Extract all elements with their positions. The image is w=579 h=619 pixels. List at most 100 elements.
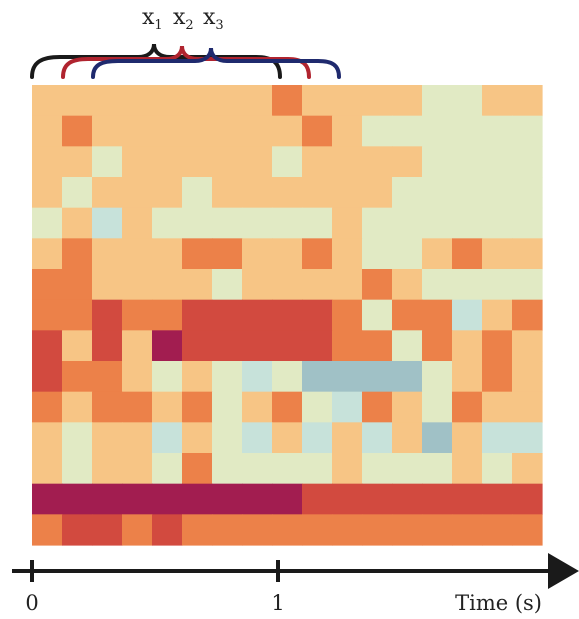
heatmap-cell bbox=[152, 483, 183, 515]
heatmap-cell bbox=[482, 299, 513, 331]
label-x2: x2 bbox=[173, 5, 194, 33]
heatmap-cell bbox=[512, 238, 543, 270]
heatmap-cell bbox=[182, 330, 213, 362]
heatmap-cell bbox=[392, 330, 423, 362]
heatmap-cell bbox=[392, 269, 423, 301]
heatmap-cell bbox=[182, 299, 213, 331]
heatmap-cell bbox=[152, 422, 183, 454]
heatmap-cell bbox=[422, 483, 453, 515]
heatmap-cell bbox=[62, 422, 93, 454]
heatmap-cell bbox=[392, 146, 423, 178]
heatmap-cell bbox=[62, 514, 93, 546]
heatmap-cell bbox=[182, 422, 213, 454]
heatmap-cell bbox=[242, 238, 273, 270]
heatmap-cell bbox=[122, 207, 153, 239]
heatmap-cell bbox=[392, 391, 423, 423]
heatmap-cell bbox=[452, 146, 483, 178]
heatmap-cell bbox=[152, 453, 183, 485]
heatmap-cell bbox=[392, 177, 423, 209]
heatmap-cell bbox=[452, 299, 483, 331]
label-x1: x1 bbox=[142, 5, 163, 33]
heatmap-cell bbox=[32, 269, 63, 301]
heatmap-cell bbox=[272, 146, 303, 178]
heatmap-cell bbox=[512, 361, 543, 393]
heatmap-cell bbox=[512, 514, 543, 546]
heatmap-cell bbox=[122, 238, 153, 270]
heatmap-cell bbox=[482, 483, 513, 515]
heatmap-cell bbox=[332, 115, 363, 147]
heatmap-cell bbox=[302, 146, 333, 178]
heatmap-cell bbox=[302, 330, 333, 362]
heatmap-cell bbox=[182, 514, 213, 546]
heatmap-cell bbox=[362, 361, 393, 393]
heatmap-cell bbox=[32, 514, 63, 546]
heatmap-cell bbox=[422, 238, 453, 270]
heatmap-cell bbox=[92, 146, 123, 178]
heatmap-cell bbox=[62, 483, 93, 515]
heatmap-cell bbox=[242, 299, 273, 331]
heatmap-cell bbox=[152, 330, 183, 362]
heatmap-cell bbox=[92, 514, 123, 546]
heatmap-cell bbox=[242, 177, 273, 209]
heatmap-cell bbox=[62, 85, 93, 117]
heatmap-cell bbox=[182, 483, 213, 515]
heatmap-cell bbox=[212, 514, 243, 546]
heatmap-cell bbox=[242, 453, 273, 485]
heatmap-cell bbox=[482, 177, 513, 209]
heatmap-cell bbox=[62, 361, 93, 393]
heatmap-cell bbox=[182, 391, 213, 423]
heatmap-cell bbox=[332, 299, 363, 331]
heatmap-cell bbox=[32, 391, 63, 423]
heatmap-cell bbox=[32, 483, 63, 515]
heatmap-cell bbox=[512, 269, 543, 301]
heatmap-cell bbox=[362, 483, 393, 515]
heatmap-cell bbox=[362, 146, 393, 178]
heatmap-cell bbox=[302, 422, 333, 454]
heatmap-cell bbox=[482, 146, 513, 178]
heatmap-cell bbox=[212, 207, 243, 239]
heatmap-cell bbox=[302, 361, 333, 393]
heatmap-cell bbox=[452, 361, 483, 393]
heatmap-cell bbox=[452, 330, 483, 362]
heatmap-cell bbox=[62, 115, 93, 147]
heatmap-cell bbox=[302, 453, 333, 485]
heatmap-cell bbox=[122, 146, 153, 178]
heatmap-cell bbox=[152, 85, 183, 117]
heatmap-cell bbox=[62, 453, 93, 485]
heatmap-cell bbox=[212, 361, 243, 393]
heatmap-cell bbox=[512, 146, 543, 178]
heatmap-cell bbox=[302, 391, 333, 423]
heatmap-cell bbox=[122, 299, 153, 331]
tick-label-1: 1 bbox=[271, 591, 284, 615]
heatmap-cell bbox=[302, 85, 333, 117]
heatmap-cell bbox=[422, 269, 453, 301]
heatmap-cell bbox=[272, 85, 303, 117]
heatmap-cell bbox=[272, 115, 303, 147]
heatmap-cell bbox=[452, 115, 483, 147]
heatmap-cell bbox=[32, 85, 63, 117]
heatmap-cell bbox=[422, 299, 453, 331]
heatmap-cell bbox=[212, 115, 243, 147]
heatmap-cell bbox=[212, 391, 243, 423]
heatmap-cell bbox=[242, 146, 273, 178]
heatmap-cell bbox=[272, 483, 303, 515]
heatmap-cell bbox=[392, 85, 423, 117]
heatmap-cell bbox=[182, 85, 213, 117]
heatmap-cell bbox=[122, 85, 153, 117]
heatmap-cell bbox=[152, 391, 183, 423]
heatmap-cell bbox=[212, 422, 243, 454]
heatmap-cell bbox=[92, 422, 123, 454]
heatmap-cell bbox=[512, 422, 543, 454]
heatmap-cell bbox=[152, 269, 183, 301]
heatmap-cell bbox=[332, 269, 363, 301]
heatmap-cell bbox=[512, 85, 543, 117]
heatmap-cell bbox=[272, 422, 303, 454]
heatmap-cell bbox=[212, 146, 243, 178]
heatmap-cell bbox=[272, 207, 303, 239]
label-x3: x3 bbox=[203, 5, 224, 33]
heatmap-cell bbox=[122, 177, 153, 209]
heatmap-cell bbox=[122, 483, 153, 515]
heatmap-cell bbox=[512, 177, 543, 209]
heatmap-cell bbox=[422, 146, 453, 178]
heatmap-cell bbox=[272, 391, 303, 423]
